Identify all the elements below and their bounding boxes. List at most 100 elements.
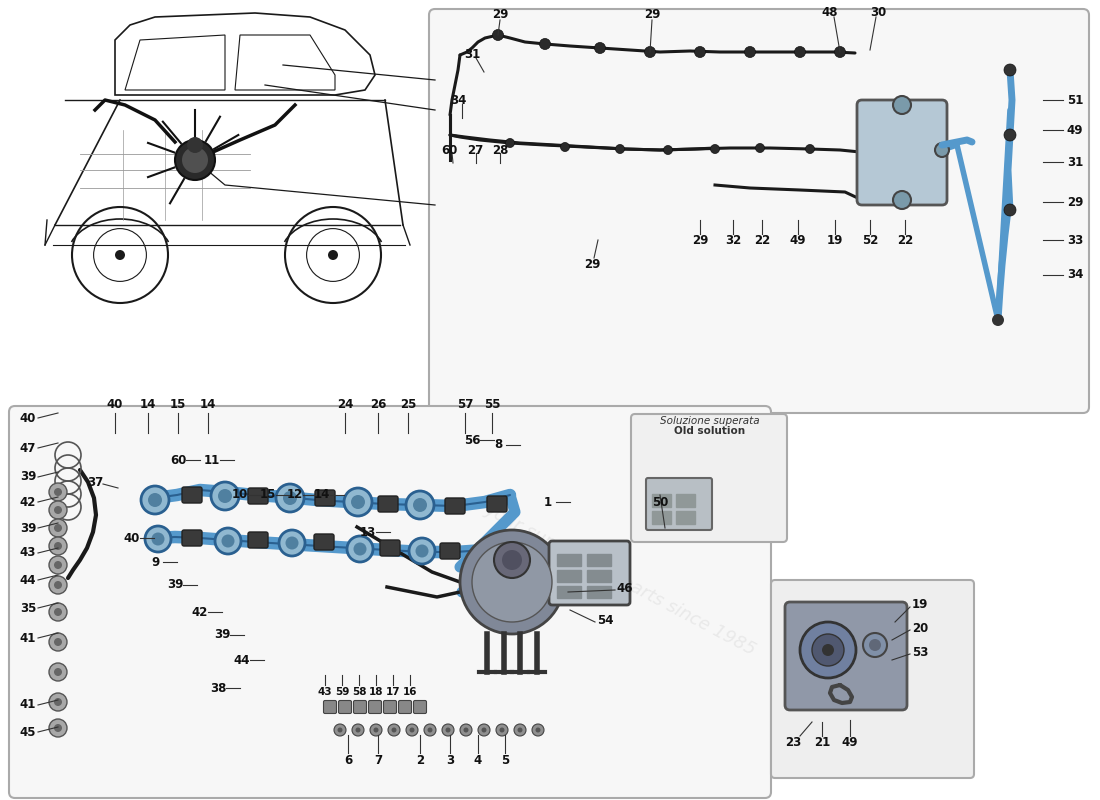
Circle shape [1004, 64, 1016, 76]
Circle shape [409, 727, 415, 733]
Bar [587, 570, 610, 582]
Text: 13: 13 [360, 526, 376, 538]
Text: 45: 45 [20, 726, 36, 738]
Circle shape [352, 724, 364, 736]
Circle shape [276, 484, 304, 512]
Circle shape [446, 727, 451, 733]
Circle shape [54, 608, 62, 616]
Text: 59: 59 [334, 687, 349, 697]
Text: 34: 34 [1067, 269, 1084, 282]
Text: 38: 38 [210, 682, 227, 694]
FancyBboxPatch shape [398, 701, 411, 714]
Circle shape [663, 146, 672, 154]
Text: 56: 56 [464, 434, 481, 446]
Circle shape [152, 533, 165, 546]
Text: 22: 22 [754, 234, 770, 246]
Text: 55: 55 [484, 398, 500, 411]
FancyBboxPatch shape [379, 540, 400, 556]
Text: 31: 31 [1067, 155, 1084, 169]
Circle shape [50, 663, 67, 681]
Circle shape [812, 634, 844, 666]
FancyBboxPatch shape [368, 701, 382, 714]
Circle shape [338, 727, 342, 733]
Bar [587, 554, 610, 566]
FancyBboxPatch shape [771, 580, 974, 778]
Circle shape [493, 30, 504, 41]
Text: 46: 46 [617, 582, 634, 594]
Text: 33: 33 [1067, 234, 1084, 246]
Circle shape [370, 724, 382, 736]
Text: 53: 53 [912, 646, 928, 658]
Circle shape [50, 537, 67, 555]
Text: 23: 23 [785, 735, 801, 749]
Text: 26: 26 [370, 398, 386, 411]
Circle shape [532, 724, 544, 736]
Circle shape [334, 724, 346, 736]
Circle shape [822, 644, 834, 656]
Text: 39: 39 [167, 578, 184, 591]
Circle shape [218, 489, 232, 503]
Text: 48: 48 [822, 6, 838, 18]
Circle shape [536, 727, 540, 733]
Circle shape [864, 633, 887, 657]
Circle shape [116, 250, 125, 260]
Text: Soluzione superata: Soluzione superata [660, 416, 760, 426]
FancyBboxPatch shape [339, 701, 352, 714]
Circle shape [355, 727, 361, 733]
Bar [676, 494, 695, 507]
Text: 42: 42 [191, 606, 208, 618]
Circle shape [54, 581, 62, 589]
Circle shape [54, 638, 62, 646]
Circle shape [175, 140, 214, 180]
Text: 58: 58 [352, 687, 366, 697]
Circle shape [517, 727, 522, 733]
Text: 27: 27 [466, 143, 483, 157]
Circle shape [416, 545, 429, 558]
Circle shape [54, 698, 62, 706]
Circle shape [794, 46, 805, 58]
Circle shape [54, 506, 62, 514]
Circle shape [616, 145, 625, 154]
Text: 49: 49 [1067, 123, 1084, 137]
Circle shape [514, 724, 526, 736]
Circle shape [211, 482, 239, 510]
FancyBboxPatch shape [429, 9, 1089, 413]
Text: 6: 6 [344, 754, 352, 766]
FancyBboxPatch shape [315, 490, 336, 506]
Circle shape [54, 668, 62, 676]
Circle shape [374, 727, 378, 733]
Text: 14: 14 [140, 398, 156, 411]
Bar [557, 570, 581, 582]
Circle shape [424, 724, 436, 736]
Text: Old solution: Old solution [674, 426, 746, 436]
Text: 9: 9 [151, 555, 160, 569]
Circle shape [50, 576, 67, 594]
FancyBboxPatch shape [182, 487, 202, 503]
Text: 10: 10 [232, 489, 249, 502]
FancyBboxPatch shape [384, 701, 396, 714]
FancyBboxPatch shape [182, 530, 202, 546]
Text: 20: 20 [912, 622, 928, 634]
Text: 57: 57 [456, 398, 473, 411]
Circle shape [460, 724, 472, 736]
Circle shape [1004, 204, 1016, 216]
Circle shape [496, 724, 508, 736]
Circle shape [148, 493, 162, 507]
FancyBboxPatch shape [314, 534, 334, 550]
Text: 60: 60 [441, 143, 458, 157]
Text: 24: 24 [337, 398, 353, 411]
Circle shape [351, 495, 365, 509]
Text: 54: 54 [596, 614, 614, 626]
Circle shape [50, 633, 67, 651]
Text: 52: 52 [861, 234, 878, 246]
Circle shape [428, 727, 432, 733]
Circle shape [805, 145, 814, 154]
Text: 5: 5 [500, 754, 509, 766]
Circle shape [54, 724, 62, 732]
Circle shape [409, 538, 434, 564]
Circle shape [472, 542, 552, 622]
Text: 29: 29 [492, 9, 508, 22]
Circle shape [50, 519, 67, 537]
Circle shape [442, 724, 454, 736]
Text: 15: 15 [260, 489, 276, 502]
